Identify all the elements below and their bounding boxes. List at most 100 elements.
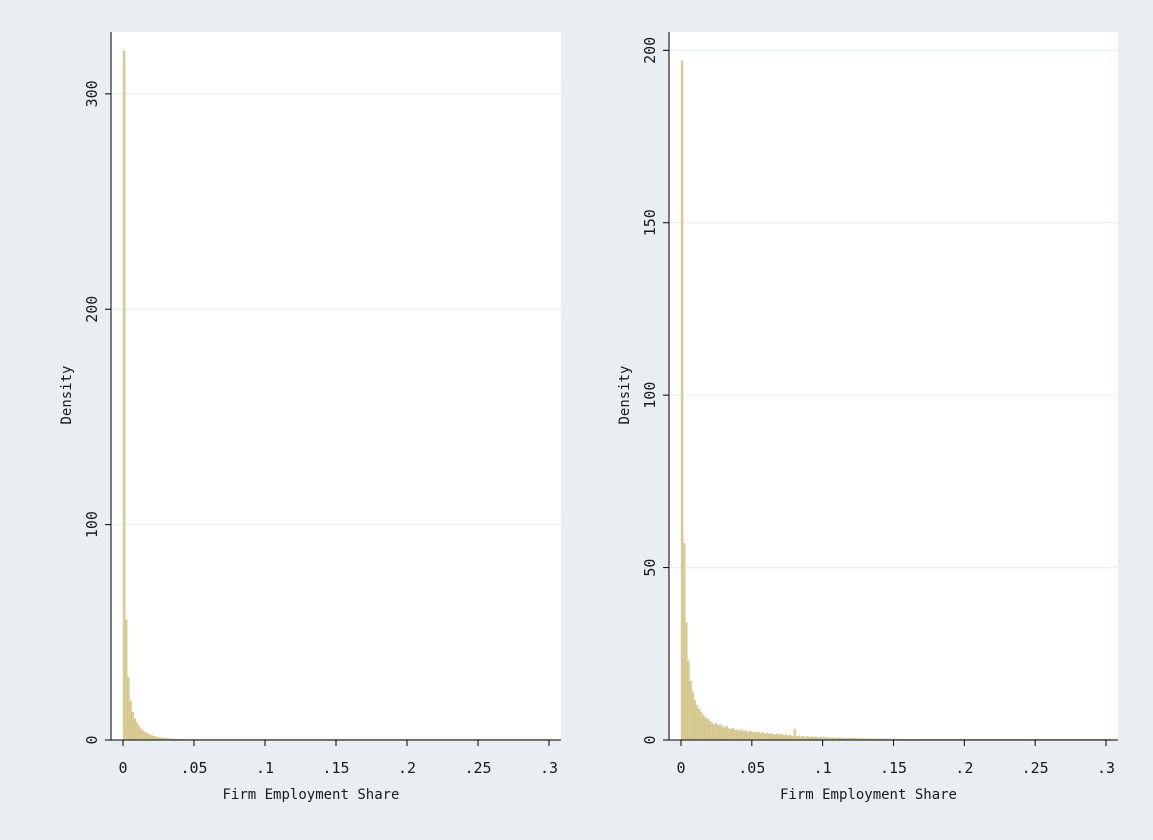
- right-histogram-bar: [680, 60, 684, 741]
- left-x-tick-label: .1: [256, 759, 274, 777]
- right-histogram-bar: [746, 731, 750, 741]
- right-histogram-bar: [723, 727, 726, 741]
- right-x-tick-label: .05: [738, 759, 765, 777]
- left-y-tick-labels: 0 100 200 300: [83, 80, 101, 744]
- right-axes: [663, 32, 1118, 746]
- left-x-tick-label: .15: [322, 759, 349, 777]
- right-histogram-bar: [774, 734, 777, 741]
- right-histogram-bar: [702, 715, 705, 741]
- right-histogram-bar: [695, 705, 699, 741]
- left-x-tick-labels: 0 .05 .1 .15 .2 .25 .3: [118, 759, 558, 777]
- right-histogram-bar: [716, 725, 720, 741]
- left-y-tick-label: 100: [83, 511, 101, 538]
- right-histogram-bar: [687, 660, 690, 741]
- right-histogram-bar: [733, 730, 737, 741]
- right-histogram-bar: [801, 736, 805, 741]
- right-histogram-bar: [699, 712, 703, 741]
- left-y-tick-label: 0: [83, 735, 101, 744]
- left-histogram-bar: [122, 50, 126, 741]
- left-histogram-bar: [139, 728, 143, 741]
- right-y-tick-label: 0: [641, 735, 659, 744]
- right-histogram-bar: [691, 691, 694, 741]
- right-histogram-bar: [761, 732, 765, 741]
- left-x-tick-label: .25: [464, 759, 491, 777]
- right-histogram-bar: [721, 726, 724, 741]
- right-histogram-bar: [736, 729, 739, 741]
- right-y-tick-label: 100: [641, 382, 659, 409]
- left-histogram-bar: [124, 619, 128, 741]
- left-histogram-bar: [131, 711, 134, 741]
- right-histogram-bar: [755, 732, 758, 741]
- right-histogram-bar: [742, 731, 745, 741]
- right-x-tick-labels: 0 .05 .1 .15 .2 .25 .3: [676, 759, 1115, 777]
- right-histogram-bar: [710, 722, 714, 741]
- right-histogram-bar: [772, 734, 775, 741]
- left-x-tick-label: .3: [540, 759, 558, 777]
- right-x-tick-label: .2: [955, 759, 973, 777]
- left-histogram-panel: 0 .05 .1 .15 .2 .25 .3 0 100 200 300 Firm Employm…: [59, 32, 561, 803]
- right-x-tick-label: 0: [676, 759, 685, 777]
- right-histogram-bar: [708, 720, 711, 741]
- left-y-tick-label: 200: [83, 296, 101, 323]
- right-histogram-bar: [693, 700, 697, 741]
- right-histogram-bar: [719, 724, 722, 741]
- right-histogram-bar: [706, 719, 709, 741]
- left-histogram-bar: [133, 718, 136, 741]
- right-histogram-bar: [727, 728, 731, 741]
- left-plot-area: [111, 32, 561, 740]
- right-x-tick-label: .3: [1097, 759, 1115, 777]
- right-histogram-bar: [770, 733, 773, 741]
- left-x-tick-label: .2: [398, 759, 416, 777]
- right-x-tick-label: .25: [1022, 759, 1049, 777]
- right-histogram-bar: [765, 732, 769, 741]
- right-y-tick-label: 150: [641, 209, 659, 236]
- right-histogram-bar: [797, 735, 801, 741]
- right-plot-area: [669, 32, 1118, 740]
- right-histogram-bar: [697, 708, 701, 741]
- left-x-tick-label: 0: [118, 759, 127, 777]
- left-histogram-bar: [148, 734, 151, 741]
- right-histogram-bar: [787, 735, 790, 741]
- right-histogram-bar: [748, 730, 752, 741]
- left-histogram-bar: [129, 701, 132, 741]
- left-histogram-bar: [142, 730, 145, 741]
- left-histogram-bar: [150, 735, 153, 741]
- right-histogram-bar: [782, 735, 786, 741]
- right-histogram-bar: [689, 681, 692, 741]
- left-axes: [105, 32, 561, 746]
- left-gridlines: [111, 93, 561, 526]
- right-histogram-bar: [750, 732, 754, 741]
- right-histogram-bar: [753, 731, 756, 741]
- right-histogram-bar: [729, 729, 733, 741]
- right-histogram-bar: [791, 736, 794, 741]
- right-histogram-panel: 0 .05 .1 .15 .2 .25 .3 0 50 100 150 200 Firm Emplo…: [617, 32, 1118, 803]
- right-histogram-bar: [704, 717, 707, 741]
- left-histogram-bar: [135, 722, 139, 741]
- left-histogram-bar: [127, 677, 130, 741]
- right-gridlines: [669, 49, 1118, 569]
- left-histogram-bar: [152, 735, 156, 741]
- right-histogram-bar: [784, 734, 788, 741]
- right-histogram-bar: [731, 728, 735, 741]
- right-histogram-bar: [780, 734, 784, 741]
- right-histogram-bar: [738, 730, 741, 741]
- right-histogram-bar: [778, 735, 782, 741]
- right-histogram-bar: [682, 543, 686, 741]
- right-histogram-bar: [685, 622, 688, 741]
- right-histogram-bar: [767, 733, 771, 741]
- right-histogram-bar: [763, 733, 767, 741]
- right-histogram-bar: [795, 736, 799, 741]
- right-histogram-bar: [759, 733, 762, 741]
- right-histogram-bar: [789, 735, 792, 741]
- left-histogram-bar: [146, 733, 149, 741]
- right-x-axis-title: Firm Employment Share: [780, 787, 957, 803]
- right-histogram-bar: [725, 726, 728, 741]
- left-histogram-bar: [137, 725, 141, 741]
- left-y-axis-title: Density: [59, 365, 75, 424]
- left-x-tick-label: .05: [180, 759, 207, 777]
- right-x-tick-label: .15: [880, 759, 907, 777]
- right-histogram-bar: [806, 736, 809, 741]
- right-y-axis-title: Density: [617, 365, 633, 424]
- right-histogram-bar: [757, 731, 760, 741]
